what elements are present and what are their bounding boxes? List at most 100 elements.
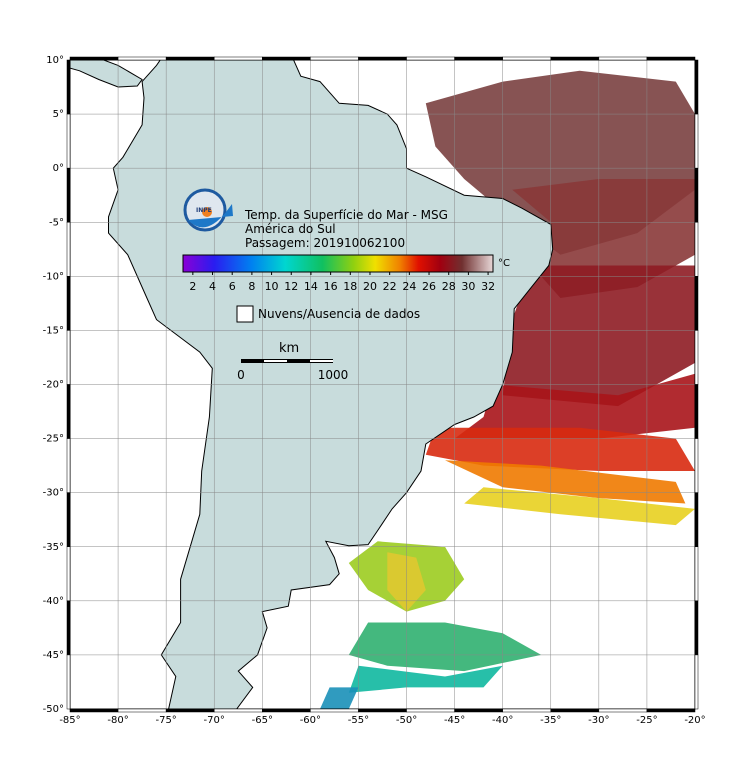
colorbar-tick-label: 16 — [324, 280, 338, 293]
frame-bar — [69, 56, 119, 61]
frame-bar — [454, 708, 503, 713]
lat-tick-label: -40° — [43, 596, 64, 607]
legend-label: Nuvens/Ausencia de dados — [258, 307, 420, 321]
frame-bar — [262, 56, 311, 61]
frame-bar — [694, 113, 699, 169]
colorbar-tick-label: 6 — [229, 280, 236, 293]
colorbar-tick-label: 2 — [189, 280, 196, 293]
scale-label: 1000 — [318, 368, 349, 382]
colorbar-tick-label: 10 — [265, 280, 279, 293]
sst-patch — [454, 373, 695, 439]
frame-bar — [694, 600, 699, 656]
title-line: América do Sul — [245, 222, 336, 236]
sst-patch — [320, 687, 359, 709]
lon-tick-label: -65° — [252, 715, 273, 726]
frame-bar — [502, 708, 552, 713]
lat-tick-label: -30° — [43, 488, 64, 499]
map-frame — [66, 56, 699, 713]
frame-bar — [66, 438, 71, 493]
frame-bar — [694, 438, 699, 493]
lat-tick-label: 0° — [53, 163, 64, 174]
frame-bar — [598, 708, 648, 713]
scale-bar-segment — [264, 360, 287, 362]
frame-bar — [66, 113, 71, 169]
lon-tick-label: -25° — [636, 715, 657, 726]
frame-bar — [117, 56, 167, 61]
frame-bar — [66, 330, 71, 385]
frame-bar — [358, 56, 407, 61]
overlay: INPE Temp. da Superfície do Mar - MSG Am… — [182, 188, 510, 382]
logo-text: INPE — [196, 207, 212, 214]
colorbar-tick-label: 24 — [402, 280, 416, 293]
frame-bar — [694, 384, 699, 439]
frame-bar — [310, 56, 359, 61]
frame-bar — [358, 708, 407, 713]
frame-bar — [550, 708, 600, 713]
lat-tick-label: -20° — [43, 380, 64, 391]
frame-bar — [694, 59, 699, 115]
colorbar-tick-label: 30 — [461, 280, 475, 293]
frame-bar — [66, 492, 71, 547]
frame-bar — [66, 384, 71, 439]
lon-tick-label: -55° — [348, 715, 369, 726]
colorbar-tick-label: 28 — [442, 280, 456, 293]
lat-tick-label: 5° — [53, 109, 64, 120]
frame-bar — [117, 708, 167, 713]
frame-bar — [213, 56, 263, 61]
lat-tick-label: -25° — [43, 434, 64, 445]
frame-bar — [262, 708, 311, 713]
colorbar — [182, 254, 494, 273]
scale-bar-segment — [310, 360, 333, 362]
colorbar-tick-label: 18 — [343, 280, 357, 293]
colorbar-tick-label: 26 — [422, 280, 436, 293]
frame-bar — [213, 708, 263, 713]
frame-bar — [310, 708, 359, 713]
frame-bar — [694, 330, 699, 385]
frame-bar — [502, 56, 552, 61]
lat-tick-label: -5° — [49, 217, 64, 228]
land — [70, 60, 143, 88]
colorbar-tick-label: 22 — [383, 280, 397, 293]
frame-bar — [694, 492, 699, 547]
lon-tick-label: -20° — [684, 715, 705, 726]
frame-bar — [694, 167, 699, 223]
lon-tick-label: -75° — [155, 715, 176, 726]
colorbar-unit: °C — [498, 258, 510, 269]
frame-bar — [66, 276, 71, 331]
lat-tick-label: -15° — [43, 325, 64, 336]
colorbar-tick-label: 12 — [284, 280, 298, 293]
frame-bar — [694, 276, 699, 331]
colorbar-tick-label: 8 — [248, 280, 255, 293]
colorbar-tick-label: 14 — [304, 280, 318, 293]
frame-bar — [694, 546, 699, 602]
frame-bar — [66, 546, 71, 602]
frame-bar — [646, 708, 696, 713]
frame-bar — [454, 56, 503, 61]
frame-bar — [598, 56, 648, 61]
lon-tick-label: -60° — [300, 715, 321, 726]
frame-bar — [66, 167, 71, 223]
lat-tick-label: -50° — [43, 704, 64, 715]
frame-bar — [66, 600, 71, 656]
title-line: Passagem: 201910062100 — [245, 236, 405, 250]
lon-tick-label: -40° — [492, 715, 513, 726]
colorbar-tick-label: 20 — [363, 280, 377, 293]
lon-tick-label: -80° — [107, 715, 128, 726]
sst-patch — [464, 487, 695, 526]
frame-bar — [165, 56, 215, 61]
lat-tick-label: -45° — [43, 650, 64, 661]
scale-unit: km — [279, 341, 299, 356]
lat-tick-label: -10° — [43, 271, 64, 282]
frame-bar — [694, 222, 699, 277]
logo-swirl — [188, 204, 233, 228]
colorbar-tick-label: 4 — [209, 280, 216, 293]
frame-bar — [646, 56, 696, 61]
sst-patch — [348, 665, 503, 693]
lon-tick-label: -30° — [588, 715, 609, 726]
frame-bar — [406, 708, 455, 713]
lon-tick-label: -85° — [59, 715, 80, 726]
frame-bar — [66, 654, 71, 710]
lon-tick-label: -35° — [540, 715, 561, 726]
